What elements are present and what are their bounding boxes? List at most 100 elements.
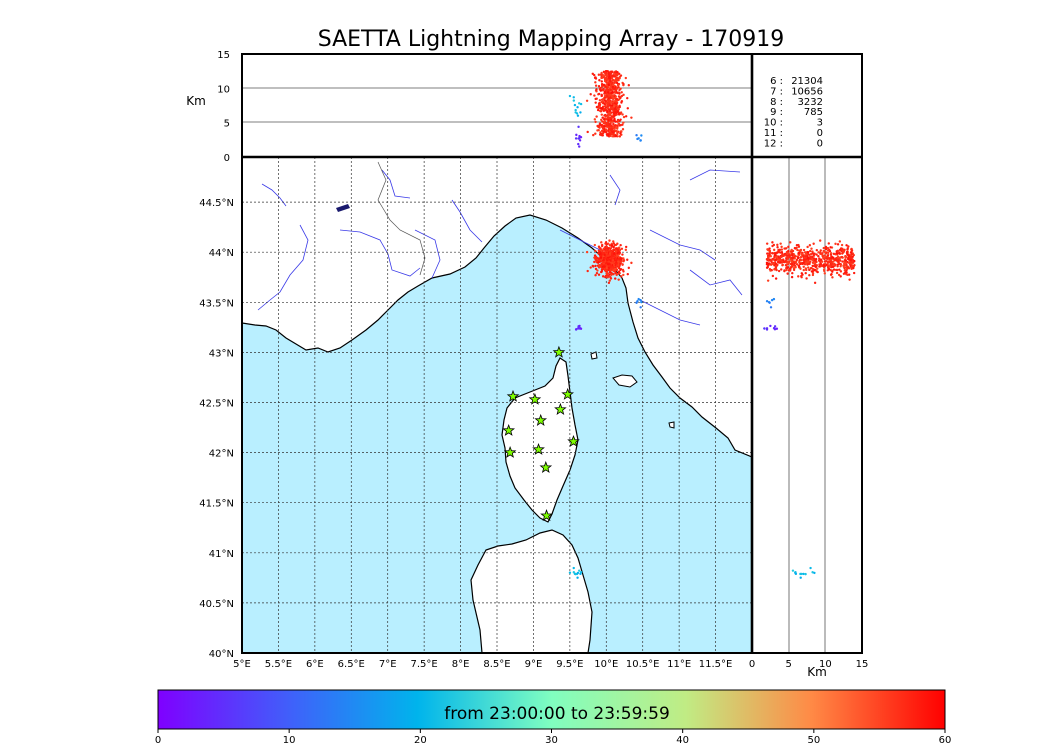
altitude-source-point <box>597 85 601 88</box>
side-source-point <box>822 268 826 271</box>
altitude-source-point <box>608 127 611 130</box>
altitude-source-point <box>607 100 610 104</box>
station-markers <box>502 345 580 522</box>
lightning-source-point <box>608 239 611 242</box>
side-source-point <box>821 260 824 263</box>
lightning-source-point <box>608 279 611 282</box>
altitude-source-point <box>627 83 631 87</box>
lightning-source-point <box>615 262 618 265</box>
side-source-point <box>790 262 794 266</box>
lightning-source-point <box>596 269 599 272</box>
colorbar-tick-label: 50 <box>807 735 820 746</box>
side-source-point <box>850 267 853 270</box>
altitude-source-point <box>600 113 603 116</box>
lightning-source-point <box>605 248 608 251</box>
lightning-source-point <box>613 252 616 255</box>
side-source-point <box>842 272 846 275</box>
side-source-point <box>802 254 805 258</box>
altitude-source-point <box>621 113 624 116</box>
lightning-source-point <box>612 254 615 258</box>
side-source-point <box>794 247 797 250</box>
lightning-source-point <box>608 249 611 252</box>
side-source-point <box>836 249 840 253</box>
altitude-source-point <box>612 133 615 136</box>
lightning-source-point <box>624 248 628 252</box>
altitude-source-point <box>598 102 601 105</box>
side-source-point <box>827 242 830 245</box>
side-source-point <box>826 266 830 269</box>
altitude-source-point <box>614 120 617 123</box>
lightning-source-point <box>579 327 583 330</box>
altitude-source-point <box>615 87 619 91</box>
altitude-source-point <box>619 132 622 135</box>
station-star-icon <box>502 423 515 436</box>
station-count-label: 12 : <box>764 138 783 149</box>
lightning-source-point <box>608 260 611 263</box>
colorbar-time-label: from 23:00:00 to 23:59:59 <box>444 704 670 724</box>
lightning-source-point <box>607 247 610 250</box>
side-source-point <box>834 242 837 246</box>
altitude-source-point <box>615 76 619 79</box>
altitude-source-point <box>568 94 572 98</box>
altitude-source-point <box>611 94 615 97</box>
altitude-source-point <box>602 88 605 91</box>
station-count-label: 9 : <box>770 107 783 118</box>
lon-tick-label: 5.5°E <box>265 659 292 670</box>
altitude-source-point <box>595 115 598 118</box>
station-star-icon <box>506 389 520 402</box>
side-source-point <box>769 255 773 258</box>
side-source-point <box>823 257 827 260</box>
side-source-point <box>836 257 839 260</box>
altitude-source-point <box>608 94 611 98</box>
altitude-source-point <box>612 75 616 78</box>
figure-frame <box>241 53 863 654</box>
lightning-source-point <box>593 260 596 264</box>
lat-tick-label: 41°N <box>209 549 234 560</box>
lightning-source-point <box>575 328 578 331</box>
side-source-point <box>792 268 796 272</box>
lightning-source-point <box>616 248 619 251</box>
side-source-point <box>834 268 838 272</box>
side-source-point <box>817 255 820 258</box>
side-source-point <box>802 268 805 272</box>
side-source-point <box>839 275 842 278</box>
altitude-source-point <box>596 108 600 112</box>
altitude-source-point <box>602 109 605 112</box>
side-source-point <box>780 248 784 251</box>
side-source-point <box>771 244 774 248</box>
altitude-source-point <box>578 145 581 148</box>
side-tick-label: 10 <box>819 659 832 670</box>
side-source-point <box>811 250 814 253</box>
altitude-source-point <box>600 80 603 83</box>
altitude-source-point <box>618 135 622 138</box>
altitude-source-point <box>600 93 603 96</box>
altitude-source-point <box>603 122 607 125</box>
side-source-point <box>812 254 816 257</box>
altitude-source-point <box>622 82 625 86</box>
lightning-source-point <box>595 271 599 275</box>
lightning-source-point <box>604 274 608 278</box>
lon-tick-label: 5°E <box>233 659 251 670</box>
altitude-source-point <box>608 87 611 90</box>
altitude-source-point <box>607 76 611 79</box>
lightning-source-point <box>599 256 603 259</box>
side-source-point <box>815 248 819 252</box>
lightning-source-point <box>610 244 614 247</box>
map-panel: 5°E 5.5°E 6°E 6.5°E 7°E 7.5°E 8°E 8.5°E 9°E 9.5°E… <box>199 157 752 670</box>
altitude-source-point <box>611 120 614 123</box>
side-source-point <box>794 572 798 576</box>
side-source-point <box>816 267 819 270</box>
lightning-source-point <box>594 264 597 268</box>
lat-tick-label: 42.5°N <box>199 398 234 409</box>
altitude-source-point <box>617 95 621 98</box>
altitude-source-point <box>594 77 598 80</box>
side-source-point <box>798 261 801 264</box>
lightning-source-point <box>594 249 597 253</box>
side-source-point <box>806 245 809 249</box>
station-star-icon <box>539 460 553 474</box>
side-source-point <box>786 255 790 258</box>
station-star-icon <box>532 442 545 455</box>
altitude-source-point <box>622 121 625 124</box>
altitude-source-point <box>603 99 607 102</box>
altitude-source-point <box>612 87 615 90</box>
